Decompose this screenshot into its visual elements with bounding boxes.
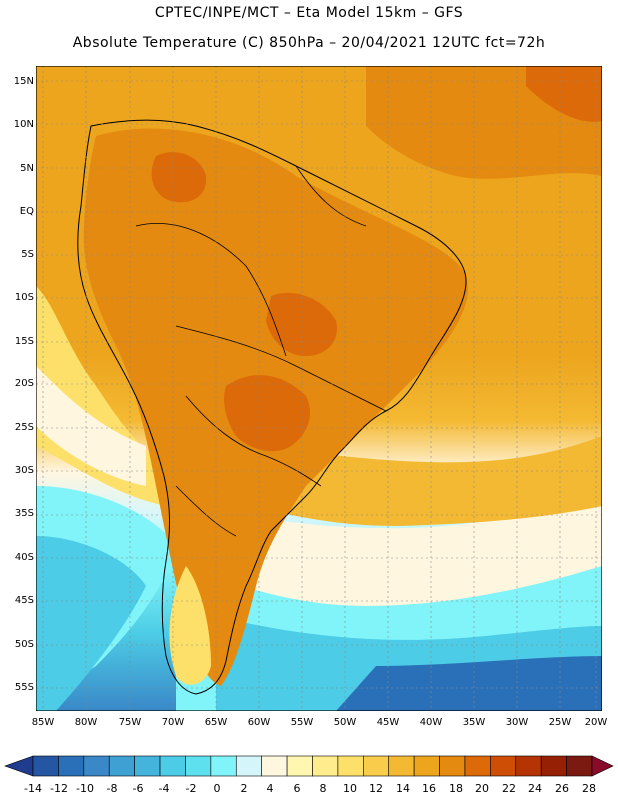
lon-label: 80W	[74, 717, 98, 728]
border-line	[295, 165, 367, 227]
southeast-pacific-colder	[36, 536, 146, 711]
lat-label: 5S	[21, 249, 34, 260]
colorbar-swatch	[210, 755, 237, 777]
colorbar-left-arrow	[4, 755, 34, 777]
colorbar-swatch	[134, 755, 161, 777]
border-line	[175, 325, 387, 412]
lat-label: 15N	[13, 76, 34, 87]
colorbar-swatch	[337, 755, 364, 777]
tropical-ocean-hot	[526, 66, 602, 122]
lon-label: 45W	[376, 717, 400, 728]
lon-label: 40W	[419, 717, 443, 728]
lon-label: 50W	[333, 717, 357, 728]
lat-label: 50S	[14, 639, 34, 650]
lon-label: 20W	[584, 717, 608, 728]
map-title: CPTEC/INPE/MCT – Eta Model 15km – GFS	[154, 5, 464, 21]
lon-label: 55W	[290, 717, 314, 728]
colorbar-label: 16	[422, 782, 436, 795]
colorbar-label: -14	[24, 782, 42, 795]
colorbar-swatch	[235, 755, 262, 777]
colorbar-label: 14	[396, 782, 410, 795]
colorbar-label: 18	[449, 782, 463, 795]
temperature-map	[36, 66, 602, 711]
lon-label: 75W	[118, 717, 142, 728]
colorbar-label: 22	[502, 782, 516, 795]
lat-label: 20S	[14, 378, 34, 389]
lon-label: 30W	[505, 717, 529, 728]
colorbar-swatch	[185, 755, 212, 777]
lon-label: 35W	[462, 717, 486, 728]
lat-label: 10N	[13, 119, 34, 130]
lat-label: 15S	[14, 336, 34, 347]
colorbar-swatch	[32, 755, 59, 777]
chaco-hot-spot	[224, 375, 311, 452]
colorbar-label: -8	[106, 782, 118, 795]
colorbar-swatch	[312, 755, 339, 777]
south-atlantic-coldest	[336, 656, 602, 711]
lat-label: 10S	[14, 292, 34, 303]
colorbar-label: -10	[76, 782, 94, 795]
lat-label: 40S	[14, 552, 34, 563]
colorbar-label: 10	[343, 782, 357, 795]
colorbar-label: 20	[475, 782, 489, 795]
colorbar-swatch	[363, 755, 390, 777]
central-brazil-hot-spot	[266, 292, 337, 356]
lat-label: 55S	[14, 682, 34, 693]
colorbar-swatch	[58, 755, 85, 777]
colorbar-label: 28	[582, 782, 596, 795]
lat-label: 35S	[14, 508, 34, 519]
lon-label: 65W	[204, 717, 228, 728]
colorbar-swatch	[464, 755, 491, 777]
colorbar-swatch	[490, 755, 517, 777]
lat-label: 30S	[14, 465, 34, 476]
colorbar-swatch	[286, 755, 313, 777]
continent-outline	[77, 119, 467, 695]
colorbar-label: 6	[293, 782, 301, 795]
lat-label: 45S	[14, 595, 34, 606]
pacific-pale-strip	[36, 366, 146, 486]
colorbar-label: 12	[369, 782, 383, 795]
colorbar-swatch	[566, 755, 593, 777]
colorbar-swatch	[83, 755, 110, 777]
colorbar-label: 8	[319, 782, 327, 795]
temperature-colorbar	[4, 755, 614, 777]
colorbar-swatch	[159, 755, 186, 777]
venezuela-hot-spot	[151, 152, 207, 203]
colorbar-label: 0	[213, 782, 221, 795]
south-atlantic-pale	[186, 501, 602, 606]
colorbar-label: 2	[240, 782, 248, 795]
colorbar-label: 26	[555, 782, 569, 795]
graticule	[36, 66, 602, 711]
colorbar-swatch	[108, 755, 135, 777]
lat-label: 25S	[14, 422, 34, 433]
lat-label: 5N	[20, 163, 34, 174]
lon-label: 60W	[247, 717, 271, 728]
lon-label: 85W	[31, 717, 55, 728]
border-line	[185, 395, 322, 487]
colorbar-swatch	[261, 755, 288, 777]
border-line	[135, 223, 287, 357]
colorbar-swatch	[540, 755, 567, 777]
colorbar-label: -6	[132, 782, 144, 795]
colorbar-label: -12	[50, 782, 68, 795]
colorbar-label: 4	[266, 782, 274, 795]
colorbar-swatch	[439, 755, 466, 777]
map-subtitle: Absolute Temperature (C) 850hPa – 20/04/…	[72, 35, 546, 51]
colorbar-swatch	[413, 755, 440, 777]
colorbar-swatch	[388, 755, 415, 777]
colorbar-right-arrow	[591, 755, 614, 777]
colorbar-label: -2	[185, 782, 197, 795]
colorbar-label: 24	[528, 782, 542, 795]
colorbar-swatch	[515, 755, 542, 777]
colorbar-label: -4	[158, 782, 170, 795]
lon-label: 70W	[161, 717, 185, 728]
lon-label: 25W	[548, 717, 572, 728]
lat-label: EQ	[19, 206, 34, 217]
patagonia-mild	[169, 566, 211, 685]
